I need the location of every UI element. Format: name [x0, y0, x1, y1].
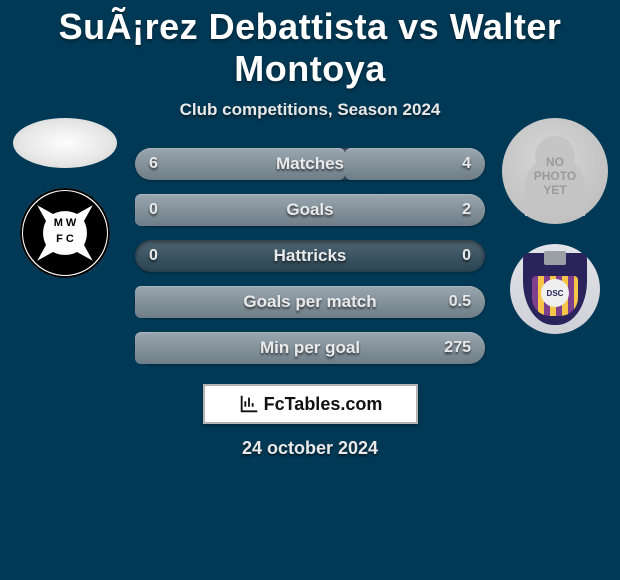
bar-chart-icon	[238, 393, 260, 415]
svg-text:F C: F C	[56, 233, 74, 245]
stat-value-left	[135, 286, 163, 318]
stat-bar-list: 6 Matches 4 0 Goals 2 0 Hattricks 0 Goals per mat…	[135, 148, 485, 364]
page-title: SuÃ¡rez Debattista vs Walter Montoya	[0, 6, 620, 90]
left-player-photo-placeholder	[13, 118, 117, 168]
stat-value-left	[135, 332, 163, 364]
stat-label: Goals	[286, 200, 333, 220]
dsc-ring-label: DSC	[541, 279, 569, 307]
dsc-shield-icon: DSC	[523, 253, 587, 325]
stat-label: Goals per match	[243, 292, 376, 312]
svg-text:M W: M W	[54, 217, 77, 229]
left-team-badge: M W F C	[20, 188, 110, 278]
right-player-column: NOPHOTOYET DSC	[500, 118, 610, 334]
right-team-badge: DSC	[510, 244, 600, 334]
no-photo-label: NOPHOTOYET	[502, 156, 608, 197]
stat-value-left: 0	[135, 240, 172, 272]
left-player-column: M W F C	[10, 118, 120, 278]
stat-label: Matches	[276, 154, 344, 174]
dsc-tower-icon	[544, 251, 566, 265]
stat-bar: Min per goal 275	[135, 332, 485, 364]
brand-box: FcTables.com	[203, 384, 418, 424]
brand-label: FcTables.com	[264, 394, 383, 415]
season-subtitle: Club competitions, Season 2024	[0, 100, 620, 120]
stat-value-left: 6	[135, 148, 172, 180]
stat-label: Min per goal	[260, 338, 360, 358]
stat-bar: 6 Matches 4	[135, 148, 485, 180]
stat-bar: 0 Hattricks 0	[135, 240, 485, 272]
stat-value-right: 2	[448, 194, 485, 226]
stat-label: Hattricks	[274, 246, 347, 266]
stat-value-right: 0.5	[435, 286, 485, 318]
stat-value-right: 4	[448, 148, 485, 180]
stat-bar: Goals per match 0.5	[135, 286, 485, 318]
stat-value-left: 0	[135, 194, 172, 226]
comparison-card: SuÃ¡rez Debattista vs Walter Montoya Clu…	[0, 0, 620, 580]
stat-value-right: 275	[430, 332, 485, 364]
mwfc-badge-icon: M W F C	[20, 188, 110, 278]
right-player-photo-placeholder: NOPHOTOYET	[502, 118, 608, 224]
date-label: 24 october 2024	[0, 438, 620, 459]
stat-value-right: 0	[448, 240, 485, 272]
stat-bar: 0 Goals 2	[135, 194, 485, 226]
